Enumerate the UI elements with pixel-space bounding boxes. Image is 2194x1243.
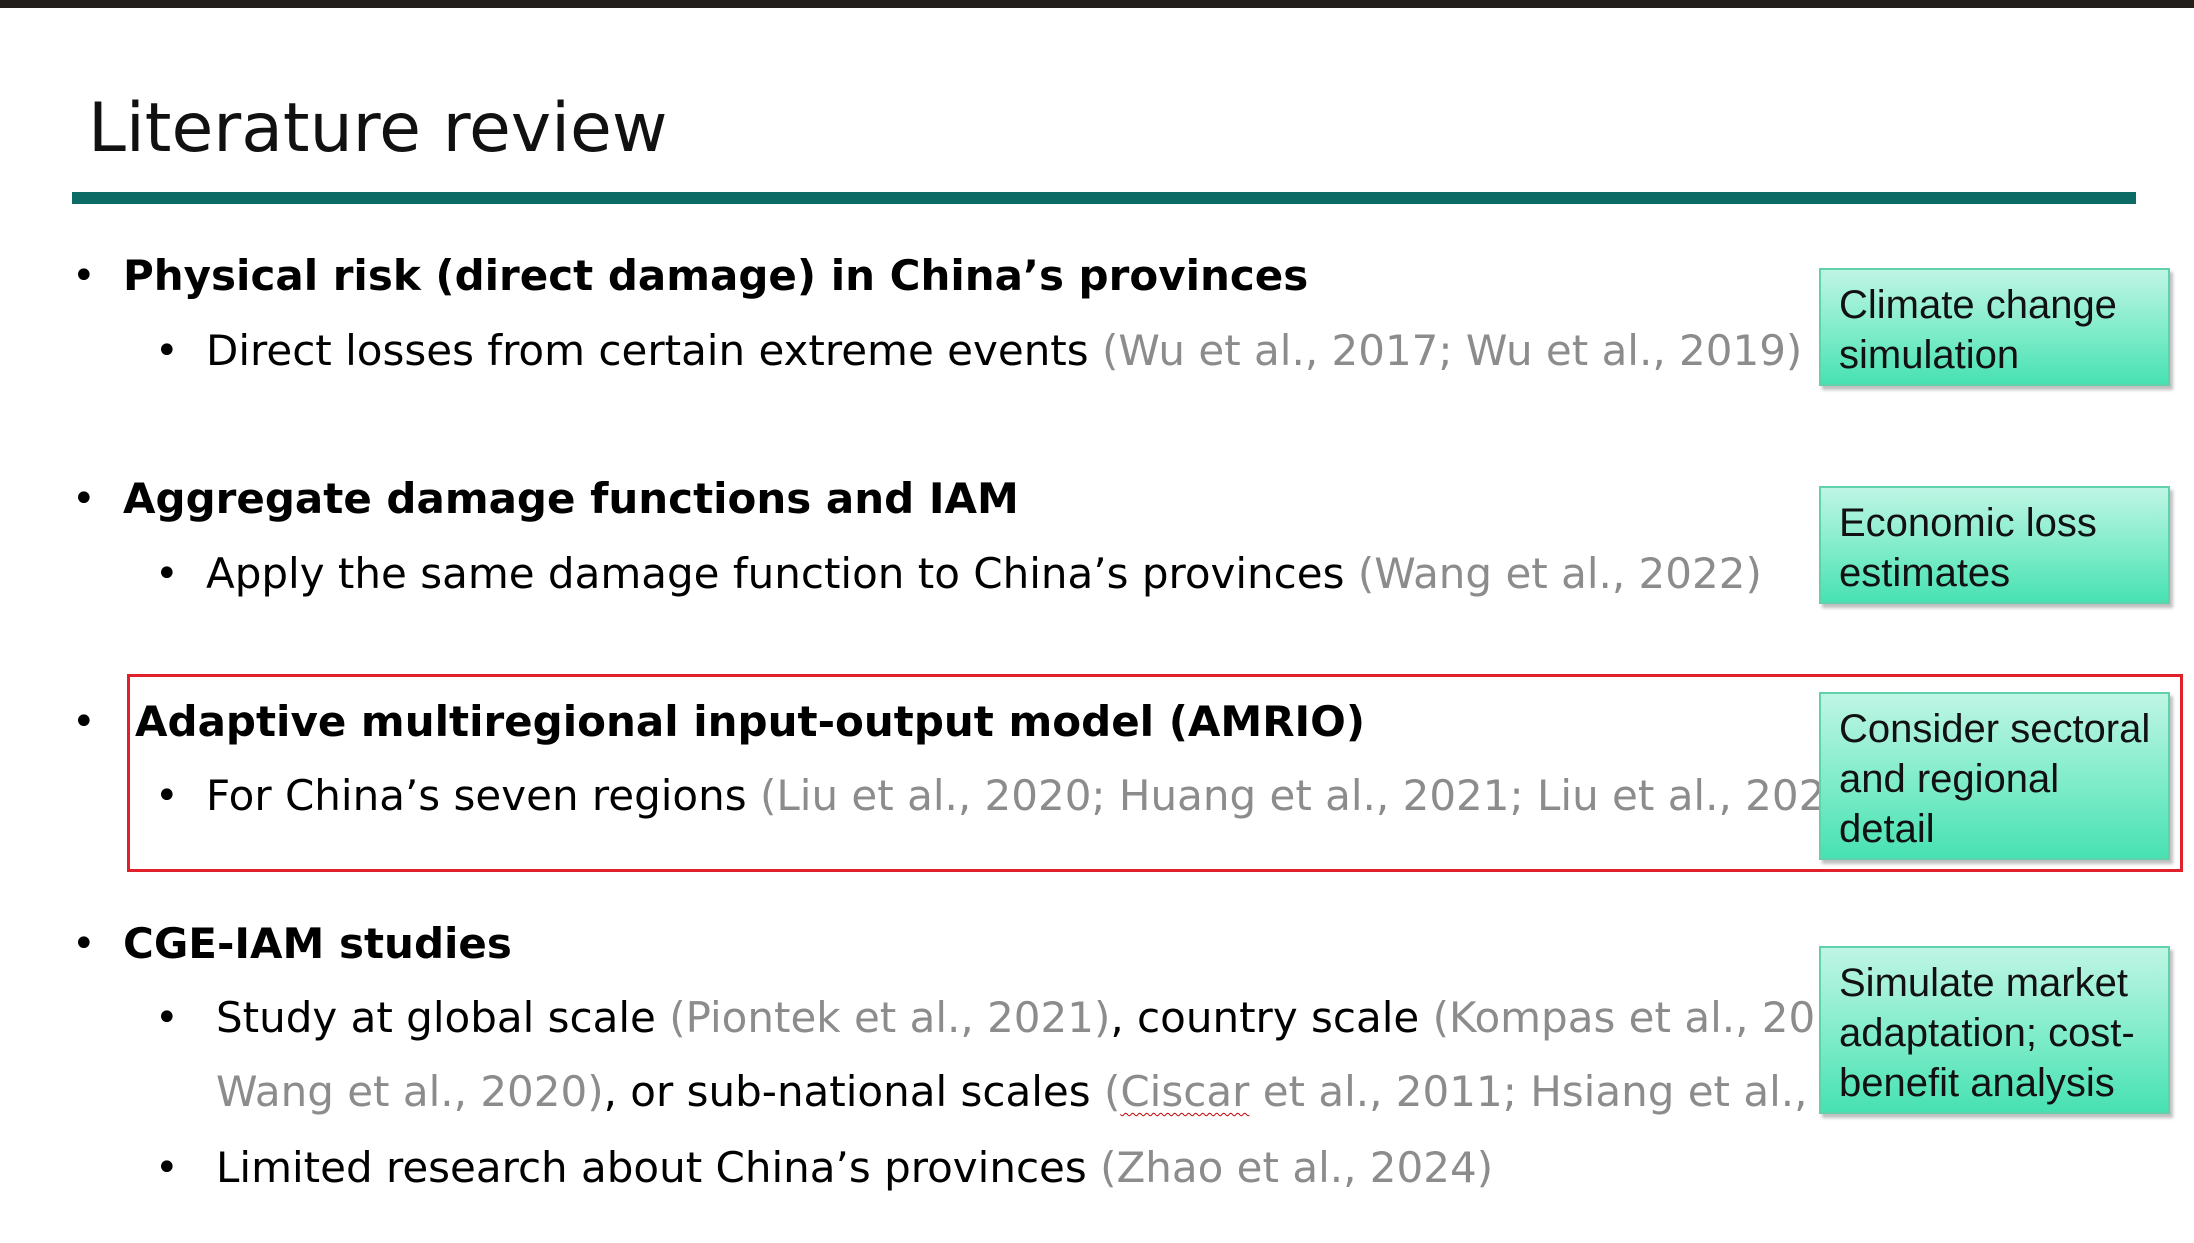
sub-item: Study at global scale (Piontek et al., 2… — [216, 992, 1930, 1044]
citation-part: ( — [1103, 1067, 1121, 1116]
tag-box: Simulate market adaptation; cost-benefit… — [1819, 946, 2170, 1114]
section-heading: CGE-IAM studies — [123, 919, 512, 968]
tag-box: Economic loss estimates — [1819, 486, 2170, 604]
section-heading: Aggregate damage functions and IAM — [123, 474, 1019, 523]
top-bar — [0, 0, 2194, 8]
page-title: Literature review — [88, 89, 668, 168]
citation: (Wang et al., 2022) — [1357, 549, 1762, 598]
bullet: • — [155, 328, 179, 374]
bullet: • — [155, 551, 179, 597]
sub-item-text: Study at global scale — [216, 993, 656, 1042]
section-heading: Adaptive multiregional input-output mode… — [135, 697, 1366, 746]
citation: (Piontek et al., 2021) — [669, 993, 1111, 1042]
sub-item-text: , or sub-national scales — [603, 1067, 1091, 1116]
section-heading: Physical risk (direct damage) in China’s… — [123, 251, 1309, 300]
tag-box: Climate change simulation — [1819, 268, 2170, 386]
bullet: • — [155, 1145, 179, 1191]
bullet: • — [72, 476, 96, 522]
bullet: • — [155, 995, 179, 1041]
bullet: • — [155, 773, 179, 819]
sub-item-text: , country scale — [1110, 993, 1420, 1042]
sub-item-text: Limited research about China’s provinces — [216, 1143, 1087, 1192]
spellcheck-underlined-word: Ciscar — [1120, 1067, 1250, 1116]
bullet: • — [72, 253, 96, 299]
highlight-box — [127, 674, 2183, 872]
sub-item-text: For China’s seven regions — [206, 771, 747, 820]
tag-box: Consider sectoral and regional detail — [1819, 692, 2170, 860]
sub-item: For China’s seven regions (Liu et al., 2… — [206, 770, 1868, 822]
citation: (Liu et al., 2020; Huang et al., 2021; L… — [760, 771, 1869, 820]
sub-item: Limited research about China’s provinces… — [216, 1142, 1493, 1194]
sub-item: Direct losses from certain extreme event… — [206, 325, 1802, 377]
bullet: • — [72, 699, 96, 745]
sub-item-continuation: Wang et al., 2020), or sub-national scal… — [216, 1066, 1944, 1118]
sub-item-text: Apply the same damage function to China’… — [206, 549, 1345, 598]
sub-item-text: Direct losses from certain extreme event… — [206, 326, 1089, 375]
bullet: • — [72, 921, 96, 967]
sub-item: Apply the same damage function to China’… — [206, 548, 1762, 600]
title-underline — [72, 192, 2136, 204]
citation: (Wu et al., 2017; Wu et al., 2019) — [1102, 326, 1803, 375]
citation: Wang et al., 2020) — [216, 1067, 604, 1116]
citation: (Zhao et al., 2024) — [1100, 1143, 1494, 1192]
